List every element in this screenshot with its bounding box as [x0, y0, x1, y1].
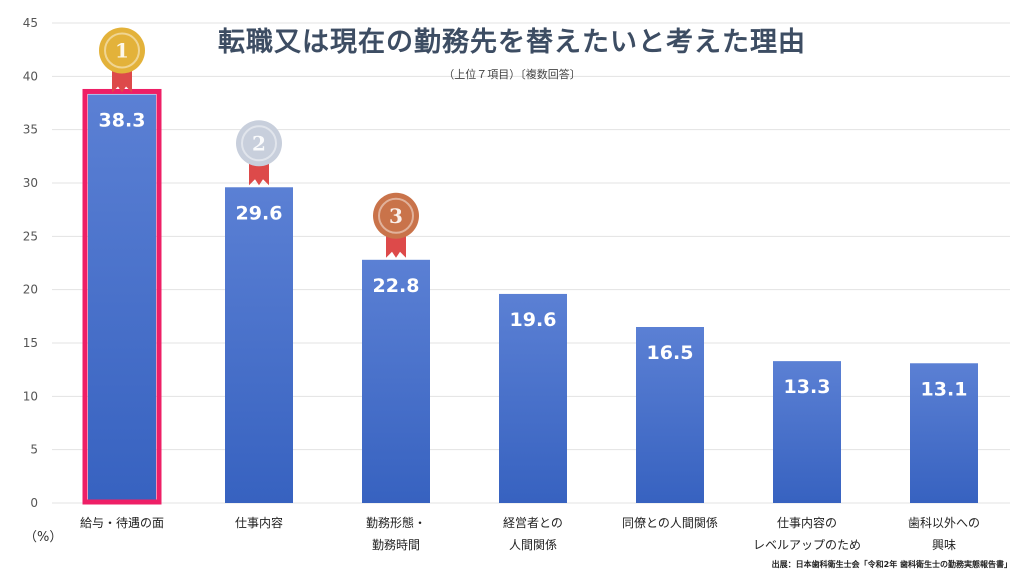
data-label: 16.5 [647, 342, 694, 364]
x-tick-label-line: 興味 [931, 538, 956, 552]
x-tick-label: 同僚との人間関係 [595, 512, 745, 534]
data-label: 13.1 [921, 378, 968, 400]
data-label: 19.6 [510, 309, 557, 331]
medal-ring [104, 32, 140, 69]
medal-icon [373, 192, 419, 239]
data-label: 29.6 [236, 202, 283, 224]
x-tick-label: 勤務形態・ 勤務時間 [321, 512, 471, 556]
bar [499, 293, 567, 503]
x-tick-label: 歯科以外への 興味 [869, 512, 1019, 556]
y-tick-label: 20 [23, 283, 38, 297]
x-tick-label-line: 同僚との人間関係 [622, 516, 718, 530]
x-tick-label: 仕事内容のレベルアップのため [732, 512, 882, 556]
y-tick-label: 30 [23, 176, 38, 190]
x-tick-label: 給与・待遇の面 [47, 512, 197, 534]
chart-title: 転職又は現在の勤務先を替えたいと考えた理由 [218, 27, 806, 58]
source-note: 出展：日本歯科衛生士会「令和2年 歯科衛生士の勤務実態報告書」 [771, 560, 1012, 569]
medal-ring [241, 125, 277, 162]
y-tick-label: 40 [23, 69, 38, 83]
medal-icon [99, 27, 145, 74]
bar [636, 327, 704, 503]
bar [225, 187, 293, 503]
x-tick-label-line: 給与・待遇の面 [79, 516, 164, 530]
bar [773, 361, 841, 503]
data-label: 38.3 [99, 109, 146, 131]
y-tick-label: 35 [23, 123, 38, 137]
medal-ring [378, 197, 414, 234]
bar [910, 363, 978, 503]
x-tick-label-line: 仕事内容 [234, 516, 283, 530]
chart-subtitle: （上位７項目）〔複数回答〕 [443, 68, 581, 81]
x-tick-label: 仕事内容 [184, 512, 334, 534]
medal-rank: 1 [115, 38, 129, 62]
x-tick-label-line: 勤務形態・ [365, 516, 426, 530]
medal-icon [236, 120, 282, 167]
y-tick-label: 25 [23, 229, 38, 243]
data-label: 22.8 [373, 275, 420, 297]
medal-rank: 2 [252, 131, 266, 155]
x-tick-label-line: 仕事内容の [776, 516, 837, 530]
y-tick-label: 5 [30, 443, 38, 457]
x-tick-label: 経営者との 人間関係 [458, 512, 608, 556]
x-tick-label-line: 人間関係 [508, 538, 557, 552]
x-tick-label-line: 勤務時間 [371, 538, 420, 552]
y-tick-label: 10 [23, 389, 38, 403]
y-axis-unit: （%） [24, 530, 63, 545]
bar [88, 94, 156, 503]
y-tick-label: 0 [30, 496, 38, 510]
data-label: 13.3 [784, 376, 831, 398]
x-tick-label-line: 経営者との [503, 516, 563, 530]
x-tick-label-line: 歯科以外への [907, 516, 980, 530]
y-tick-label: 45 [23, 16, 38, 30]
y-tick-label: 15 [23, 336, 38, 350]
medal-rank: 3 [389, 204, 403, 228]
x-tick-label-line: レベルアップのため [752, 538, 861, 552]
bar [362, 259, 430, 503]
